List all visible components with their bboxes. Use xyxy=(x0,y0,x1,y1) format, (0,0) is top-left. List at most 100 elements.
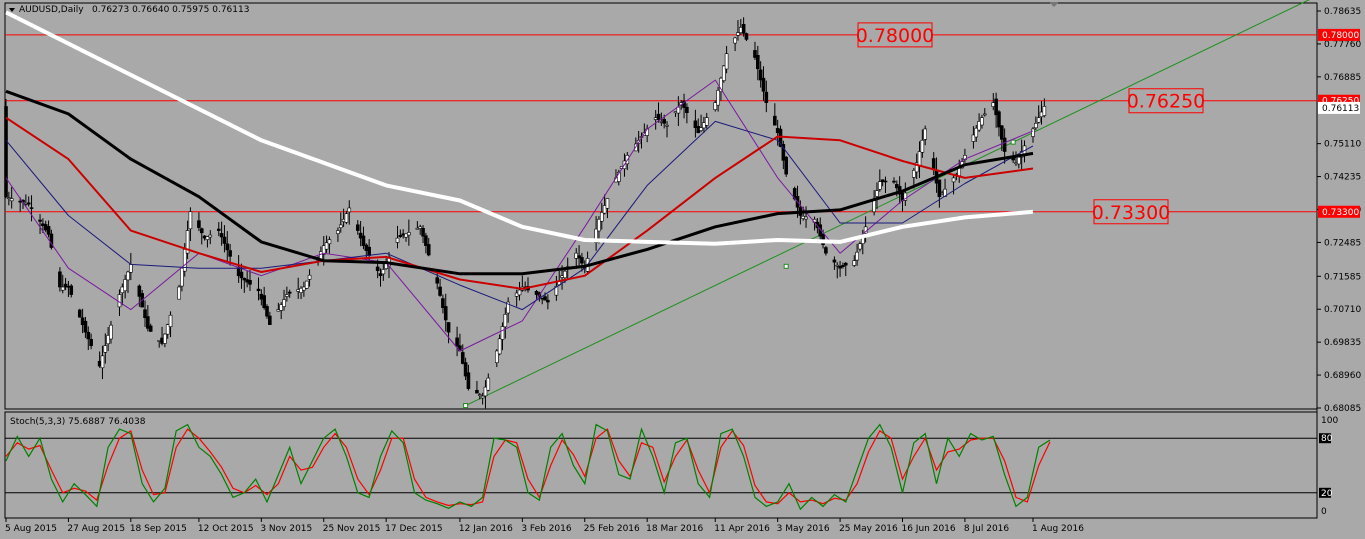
candle-body xyxy=(999,125,1004,140)
date-tick-label: 3 Feb 2016 xyxy=(521,524,572,534)
candle-body xyxy=(733,37,737,44)
candle-body xyxy=(117,294,122,308)
trend-anchor[interactable] xyxy=(783,263,789,269)
candle-body xyxy=(38,219,42,222)
candle-body xyxy=(855,251,859,261)
date-tick-label: 11 Apr 2016 xyxy=(714,524,770,534)
candle-body xyxy=(222,236,227,244)
candle-body xyxy=(163,333,167,344)
ohlc-values: 0.76273 0.76640 0.75975 0.76113 xyxy=(92,5,249,15)
candle-body xyxy=(693,120,698,129)
candle-body xyxy=(577,255,581,259)
chart-shift-icon[interactable] xyxy=(1049,2,1059,7)
date-tick-label: 18 Mar 2016 xyxy=(646,524,703,534)
candle-body xyxy=(299,287,303,293)
candle-body xyxy=(804,216,808,220)
candle-body xyxy=(781,144,786,161)
level-box[interactable] xyxy=(857,22,933,48)
candle-body xyxy=(824,247,828,254)
candle-body xyxy=(205,236,210,240)
candle-body xyxy=(375,266,380,272)
candle-body xyxy=(279,304,283,311)
candle-body xyxy=(685,106,689,113)
current-price-badge xyxy=(1318,101,1360,114)
candle-body xyxy=(424,235,428,246)
candle-body xyxy=(282,299,286,307)
candle-body xyxy=(268,315,272,325)
candle-body xyxy=(719,77,723,92)
candle-body xyxy=(285,294,289,297)
current-price-label: 0.76113 xyxy=(1322,104,1359,114)
candle-body xyxy=(89,339,93,347)
candle-body xyxy=(554,285,559,296)
candle-body xyxy=(367,246,371,256)
candle-body xyxy=(129,264,133,273)
candle-body xyxy=(676,106,681,114)
candle-body xyxy=(404,233,408,238)
price-tick-label: 0.75110 xyxy=(1324,140,1361,150)
candle-body xyxy=(761,77,766,92)
candle-body xyxy=(216,228,221,231)
candle-body xyxy=(146,316,150,329)
date-tick-label: 3 Nov 2015 xyxy=(260,524,312,534)
candle-body xyxy=(180,267,184,287)
date-tick-label: 8 Jul 2016 xyxy=(964,524,1009,534)
price-tick-label: 0.71585 xyxy=(1324,272,1361,282)
stoch-level-badge xyxy=(1319,487,1331,498)
candle-body xyxy=(219,233,224,238)
candle-body xyxy=(497,338,502,355)
candle-body xyxy=(324,242,329,250)
candle-body xyxy=(543,296,547,301)
trend-line[interactable] xyxy=(465,0,1317,407)
candle-body xyxy=(756,55,760,70)
candle-body xyxy=(109,324,113,340)
candle-body xyxy=(704,117,709,126)
candle-body xyxy=(716,90,720,106)
stoch-tick-label: 100 xyxy=(1321,416,1338,426)
stoch-main-line xyxy=(5,423,1051,511)
candle-body xyxy=(426,244,431,256)
candle-body xyxy=(304,280,309,289)
price-tick-label: 0.68085 xyxy=(1324,404,1361,414)
candle-body xyxy=(9,198,14,202)
candle-body xyxy=(892,180,896,183)
level-box[interactable] xyxy=(1093,199,1169,225)
candle-body xyxy=(197,220,201,228)
level-box-label: 0.78000 xyxy=(856,25,935,47)
ma-black-line xyxy=(5,89,1034,276)
candle-body xyxy=(1002,137,1007,152)
candle-body xyxy=(773,115,777,126)
candle-body xyxy=(256,288,261,292)
level-box[interactable] xyxy=(1128,88,1204,114)
ma-blue-line xyxy=(5,120,1034,311)
candle-body xyxy=(123,279,127,292)
candle-body xyxy=(764,91,769,103)
price-tick-label: 0.72485 xyxy=(1324,238,1361,248)
candle-body xyxy=(923,128,927,140)
candle-body xyxy=(971,134,976,142)
price-tick-label: 0.74235 xyxy=(1324,173,1361,183)
trend-anchor[interactable] xyxy=(463,403,469,409)
trend-anchor[interactable] xyxy=(1010,139,1016,145)
candle-body xyxy=(86,331,91,340)
candle-body xyxy=(605,198,610,209)
date-tick-label: 16 Jun 2016 xyxy=(901,524,955,534)
candle-body xyxy=(741,23,746,34)
date-tick-label: 18 Sep 2015 xyxy=(130,524,187,534)
candle-body xyxy=(83,320,88,333)
candle-body xyxy=(880,179,885,182)
candle-body xyxy=(974,127,979,138)
stoch-tick-label: 20 xyxy=(1321,489,1333,499)
candle-body xyxy=(262,295,266,309)
candle-body xyxy=(914,162,919,173)
candle-body xyxy=(103,345,108,353)
candle-body xyxy=(185,230,190,254)
stoch-tick-label: 80 xyxy=(1321,434,1333,444)
symbol-menu-icon[interactable] xyxy=(9,8,15,12)
ma-white-line xyxy=(5,10,1034,246)
candle-body xyxy=(126,271,130,281)
candle-body xyxy=(69,285,74,295)
candle-body xyxy=(29,207,34,209)
